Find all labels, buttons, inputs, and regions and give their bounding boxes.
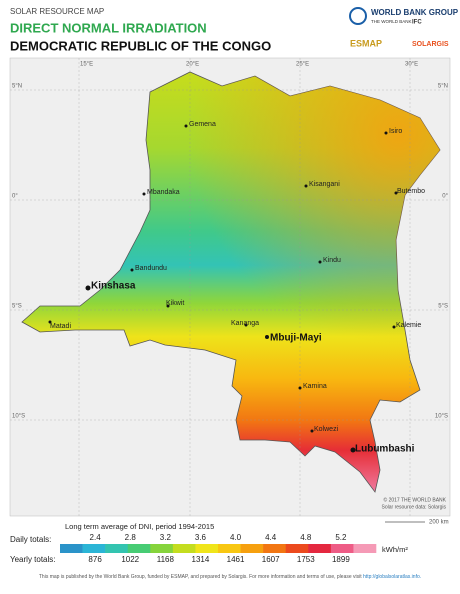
- city-label: Lubumbashi: [355, 444, 415, 455]
- city-label: Kolwezi: [314, 426, 339, 433]
- city-label: Kamina: [303, 383, 327, 390]
- footer-link[interactable]: http://globalsolaratlas.info.: [363, 574, 421, 580]
- city-label: Kisangani: [309, 181, 340, 188]
- map: 15°E 20°E 25°E 30°E 5°N 0° 5°S 10°S 5°N …: [9, 57, 451, 526]
- lat-label: 10°S: [435, 414, 448, 420]
- legend-swatch: [218, 544, 241, 553]
- legend-daily-value: 4.0: [230, 533, 242, 542]
- lon-label: 15°E: [80, 62, 93, 68]
- legend-yearly-value: 1753: [297, 555, 315, 564]
- legend-daily-value: 5.2: [335, 533, 347, 542]
- legend-swatch: [82, 544, 106, 553]
- legend-yearly-value: 1607: [262, 555, 280, 564]
- logo: IFC: [412, 20, 422, 26]
- city-label: Kikwit: [166, 300, 184, 307]
- city-label: Kinshasa: [91, 281, 136, 292]
- city-label: Isiro: [389, 128, 402, 135]
- legend-swatch: [150, 544, 174, 553]
- credit: Solar resource data: Solargis: [382, 504, 447, 510]
- legend-yearly-value: 1461: [227, 555, 245, 564]
- city-label: Butembo: [397, 188, 425, 195]
- legend-yearly-label: Yearly totals:: [10, 555, 56, 564]
- kicker: SOLAR RESOURCE MAP: [10, 7, 104, 16]
- lat-label: 0°: [12, 194, 18, 200]
- legend-swatch: [240, 544, 264, 553]
- city-label: Matadi: [50, 323, 71, 330]
- lon-label: 30°E: [405, 62, 418, 68]
- scale-label: 200 km: [429, 520, 449, 526]
- legend-daily-value: 4.4: [265, 533, 277, 542]
- wb-logo: [349, 7, 367, 25]
- city-label: Kananga: [231, 320, 259, 327]
- logo: WORLD BANK GROUP: [371, 8, 459, 17]
- legend-swatch: [105, 544, 129, 553]
- legend-unit: kWh/m²: [382, 545, 408, 554]
- lat-label: 5°N: [438, 84, 448, 90]
- legend-yearly-value: 1314: [192, 555, 210, 564]
- graticule: [10, 58, 450, 516]
- city-label: Kalemie: [396, 322, 421, 329]
- legend: Long term average of DNI, period 1994-20…: [10, 522, 408, 564]
- legend-swatch: [308, 544, 332, 553]
- lon-label: 20°E: [186, 62, 199, 68]
- logo: THE WORLD BANK: [371, 19, 412, 24]
- city-label: Gemena: [189, 121, 216, 128]
- legend-daily-value: 2.4: [90, 533, 102, 542]
- logo: ESMAP: [350, 38, 382, 48]
- legend-swatch: [330, 544, 354, 553]
- legend-swatch: [127, 544, 151, 553]
- legend-swatch: [172, 544, 196, 553]
- city-label: Kindu: [323, 257, 341, 264]
- legend-daily-value: 2.8: [125, 533, 137, 542]
- legend-swatch: [353, 544, 377, 553]
- title: DIRECT NORMAL IRRADIATION: [10, 20, 207, 35]
- footer: This map is published by the World Bank …: [39, 574, 421, 580]
- legend-yearly-value: 1022: [121, 555, 139, 564]
- legend-swatch: [285, 544, 309, 553]
- legend-swatch: [263, 544, 287, 553]
- legend-daily-value: 4.8: [300, 533, 312, 542]
- lat-label: 0°: [442, 194, 448, 200]
- lat-label: 5°S: [438, 304, 448, 310]
- lon-label: 25°E: [296, 62, 309, 68]
- city-label: Mbuji-Mayi: [270, 333, 322, 344]
- legend-yearly-value: 1899: [332, 555, 350, 564]
- city-label: Mbandaka: [147, 189, 180, 196]
- logo: SOLARGIS: [412, 41, 449, 48]
- legend-daily-value: 3.6: [195, 533, 207, 542]
- header: SOLAR RESOURCE MAP DIRECT NORMAL IRRADIA…: [10, 7, 459, 53]
- lat-label: 10°S: [12, 414, 25, 420]
- subtitle: DEMOCRATIC REPUBLIC OF THE CONGO: [10, 38, 271, 53]
- country-shade: [22, 72, 440, 492]
- legend-daily-label: Daily totals:: [10, 535, 51, 544]
- legend-title: Long term average of DNI, period 1994-20…: [65, 522, 214, 531]
- legend-yearly-value: 1168: [157, 555, 175, 564]
- footer-text: This map is published by the World Bank …: [39, 574, 363, 580]
- city-dots: [48, 124, 398, 453]
- legend-yearly-value: 876: [88, 555, 102, 564]
- city-label: Bandundu: [135, 265, 167, 272]
- lat-label: 5°N: [12, 84, 22, 90]
- legend-swatch: [195, 544, 219, 553]
- legend-daily-value: 3.2: [160, 533, 172, 542]
- legend-swatch: [60, 544, 83, 553]
- lat-label: 5°S: [12, 304, 22, 310]
- credit: © 2017 THE WORLD BANK: [384, 496, 447, 503]
